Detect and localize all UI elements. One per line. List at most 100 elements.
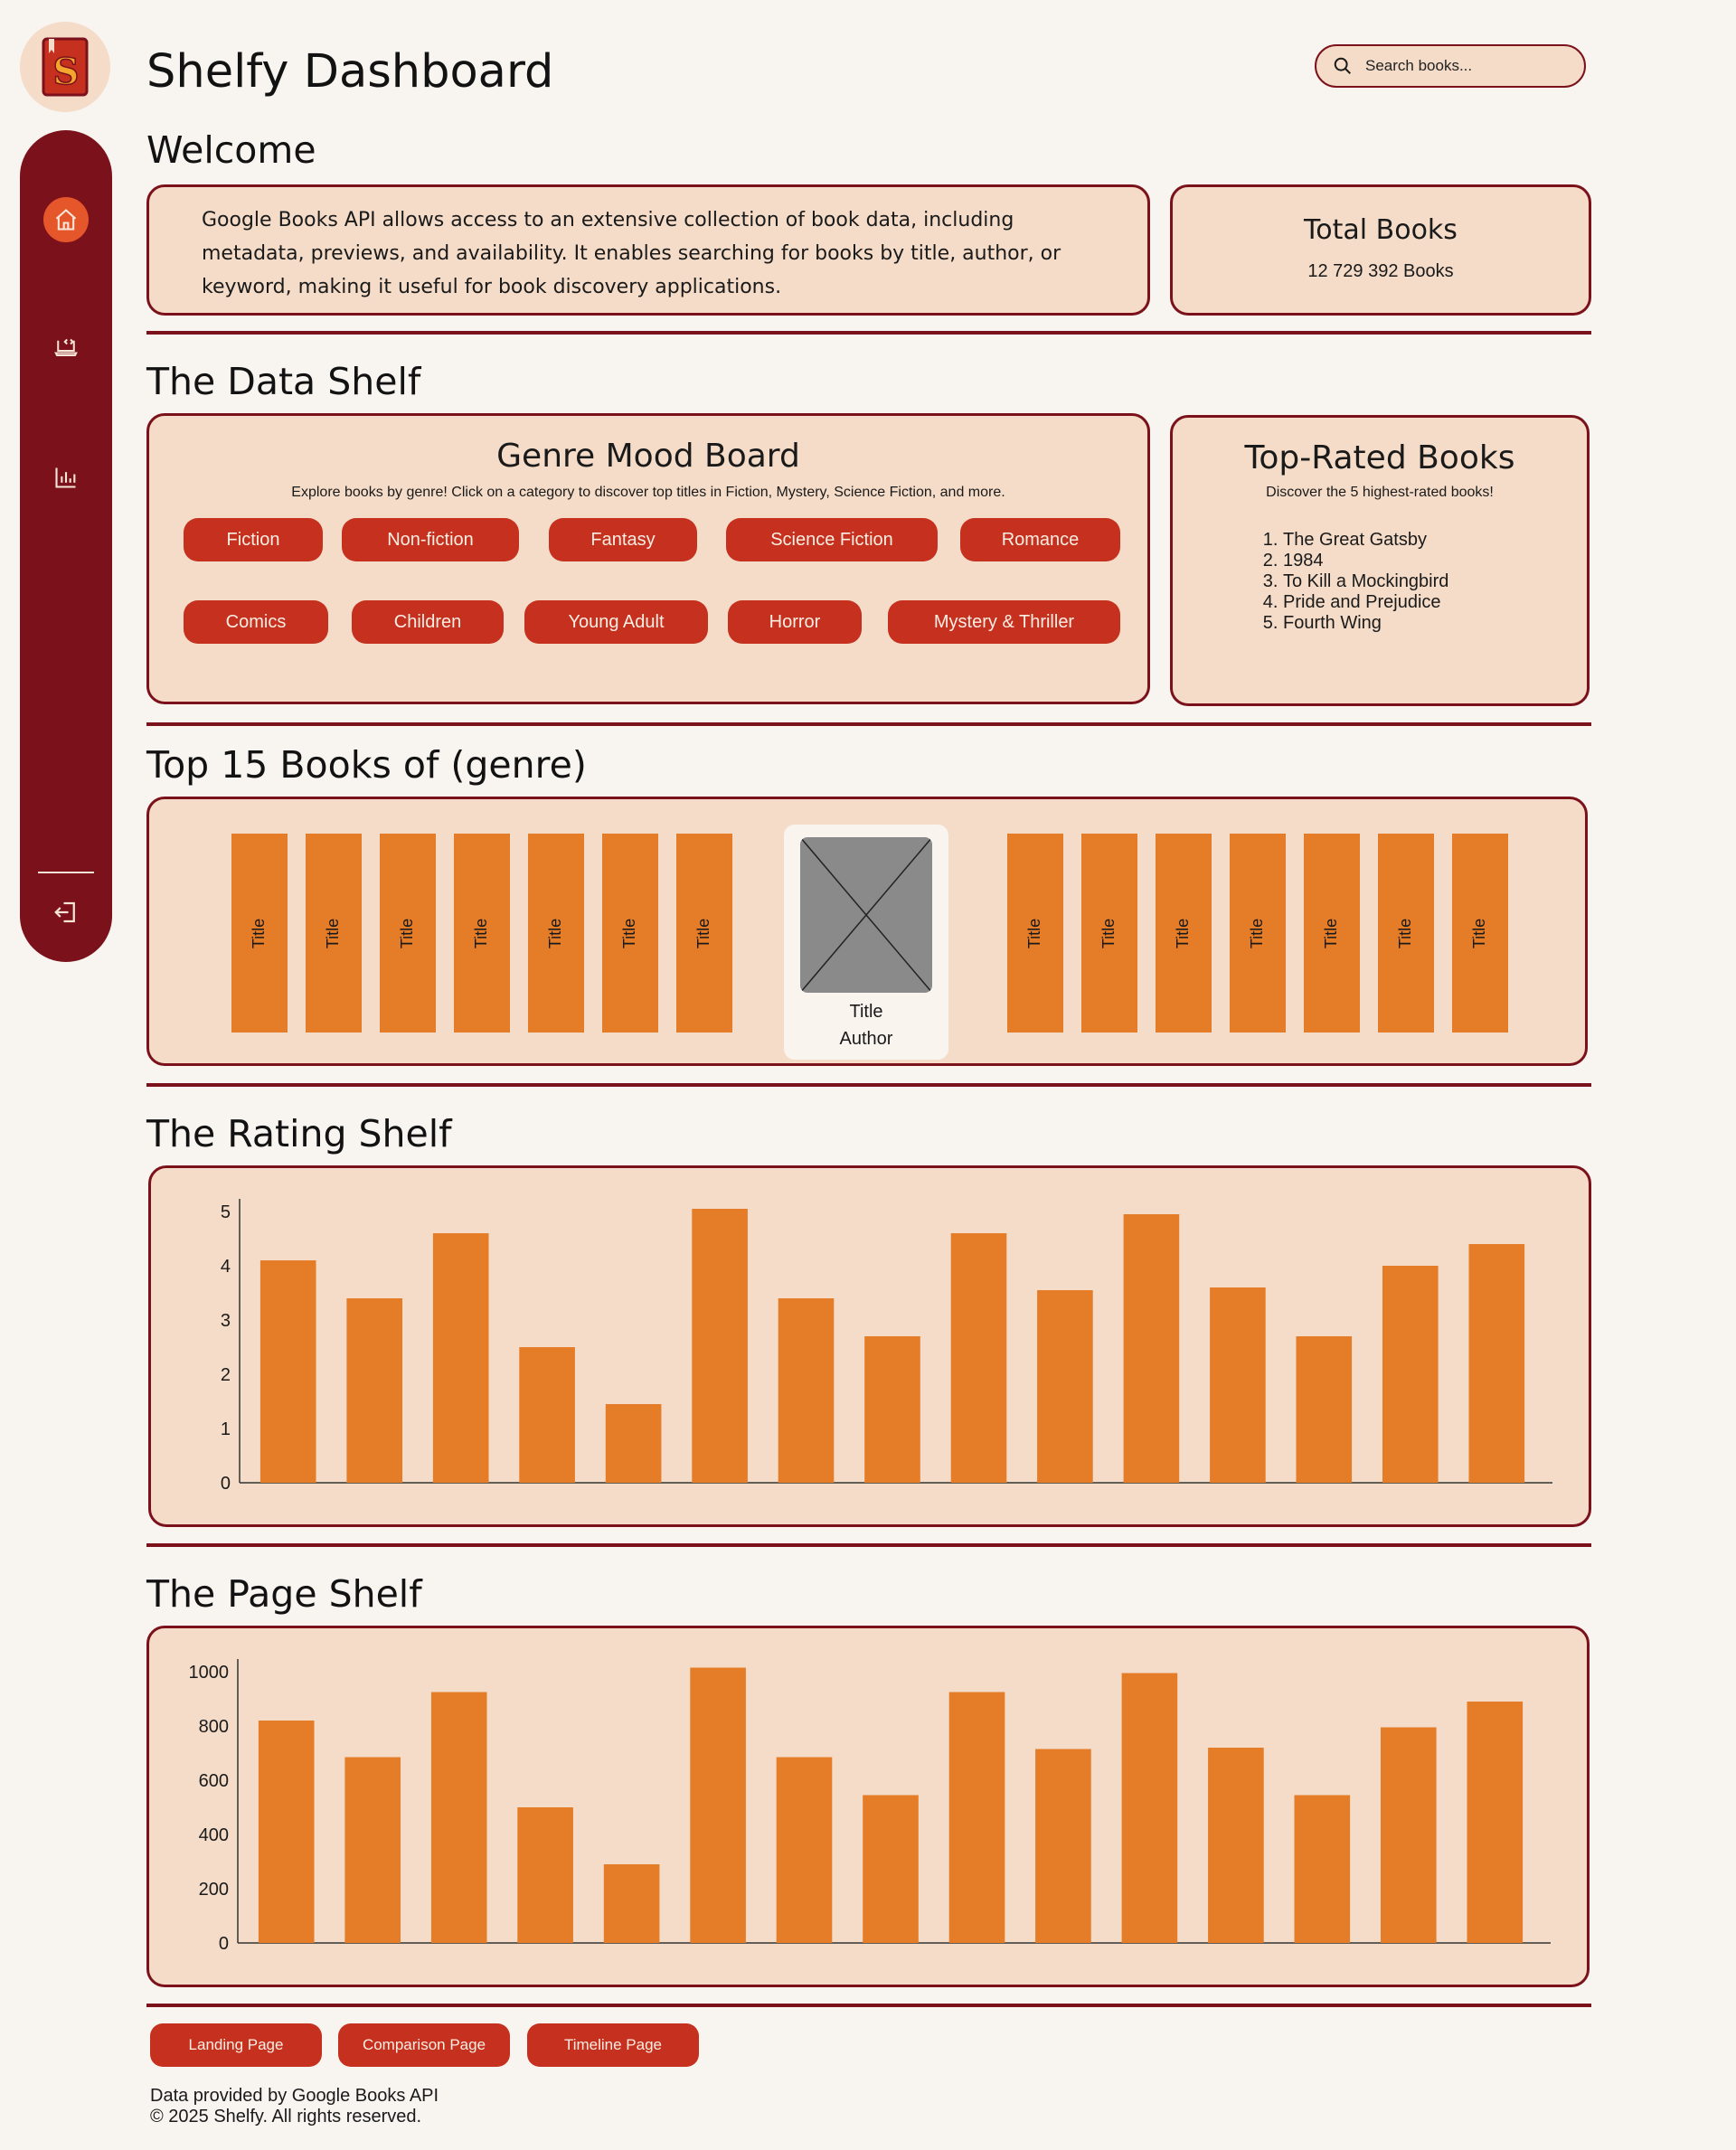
spine-title: Title [694, 918, 713, 948]
sidebar-item-api[interactable] [43, 324, 89, 369]
genre-chip-horror[interactable]: Horror [728, 600, 862, 644]
rating-chart-bar[interactable] [778, 1298, 835, 1483]
book-cover-placeholder [800, 837, 932, 993]
book-spine[interactable]: Title [1081, 834, 1137, 1033]
total-books-value: 12 729 392 Books [1307, 261, 1454, 281]
rating-chart-y-tick-label: 3 [221, 1311, 231, 1331]
book-spine[interactable]: Title [1230, 834, 1286, 1033]
page-chart-y-tick-label: 200 [199, 1880, 229, 1900]
page-chart-bar[interactable] [1035, 1749, 1091, 1944]
genre-chip-fantasy[interactable]: Fantasy [549, 518, 697, 561]
spine-title: Title [250, 918, 269, 948]
page-chart-bar[interactable] [344, 1757, 401, 1944]
page-chart-bar[interactable] [430, 1692, 487, 1944]
sidebar-item-charts[interactable] [43, 455, 89, 500]
page-chart-bar[interactable] [1381, 1727, 1437, 1944]
book-spine[interactable]: Title [602, 834, 658, 1033]
rating-chart-bar[interactable] [864, 1336, 920, 1483]
spine-title: Title [1470, 918, 1489, 948]
page-chart-bar[interactable] [258, 1721, 315, 1943]
book-spine[interactable]: Title [676, 834, 732, 1033]
book-shelf: Title Title Title Title Title Title Titl… [146, 797, 1588, 1066]
rating-chart-y-tick-label: 5 [221, 1202, 231, 1222]
rating-shelf-heading: The Rating Shelf [146, 1112, 452, 1155]
book-spine[interactable]: Title [528, 834, 584, 1033]
book-spine[interactable]: Title [1156, 834, 1212, 1033]
page-chart-bar[interactable] [690, 1667, 746, 1944]
page-chart-bar[interactable] [1208, 1748, 1264, 1943]
sidebar-item-home[interactable] [43, 197, 89, 242]
page-chart-bar[interactable] [1294, 1795, 1351, 1944]
genre-chip-fiction[interactable]: Fiction [184, 518, 323, 561]
top15-heading: Top 15 Books of (genre) [146, 743, 587, 787]
section-divider [146, 1083, 1591, 1087]
top-rated-item[interactable]: Fourth Wing [1283, 613, 1448, 634]
book-spine[interactable]: Title [1452, 834, 1508, 1033]
rating-chart-bar[interactable] [432, 1233, 489, 1483]
featured-book[interactable]: Title Author [784, 825, 948, 1060]
timeline-page-button[interactable]: Timeline Page [527, 2023, 699, 2067]
page-shelf-heading: The Page Shelf [146, 1572, 422, 1616]
genre-chip-mystery-thriller[interactable]: Mystery & Thriller [888, 600, 1120, 644]
page-chart-bar[interactable] [948, 1692, 1005, 1944]
welcome-heading: Welcome [146, 128, 316, 172]
image-placeholder-icon [800, 837, 932, 993]
page-chart-y-tick-label: 800 [199, 1717, 229, 1737]
spine-title: Title [1174, 918, 1193, 948]
spine-title: Title [1396, 918, 1415, 948]
rating-chart-bar[interactable] [1037, 1290, 1093, 1483]
book-spine[interactable]: Title [454, 834, 510, 1033]
rating-chart-bar[interactable] [346, 1298, 402, 1483]
sidebar [20, 130, 112, 962]
book-spine[interactable]: Title [380, 834, 436, 1033]
page-chart-bar[interactable] [863, 1795, 919, 1944]
rating-chart-bar[interactable] [1123, 1214, 1180, 1483]
rating-chart-bar[interactable] [1382, 1266, 1439, 1483]
spine-title: Title [1099, 918, 1118, 948]
mood-board-title: Genre Mood Board [496, 438, 800, 475]
spine-title: Title [472, 918, 491, 948]
genre-chip-non-fiction[interactable]: Non-fiction [342, 518, 519, 561]
book-spine[interactable]: Title [1378, 834, 1434, 1033]
rating-chart-bar[interactable] [1468, 1244, 1525, 1483]
app-logo[interactable]: S [20, 22, 110, 112]
top-rated-item[interactable]: 1984 [1283, 551, 1448, 571]
welcome-text: Google Books API allows access to an ext… [202, 209, 1061, 298]
section-divider [146, 1543, 1591, 1547]
genre-chip-children[interactable]: Children [352, 600, 504, 644]
landing-page-button[interactable]: Landing Page [150, 2023, 322, 2067]
rating-chart-bar[interactable] [519, 1347, 575, 1483]
genre-chip-romance[interactable]: Romance [960, 518, 1120, 561]
rating-chart-bar[interactable] [605, 1404, 662, 1483]
rating-chart-bar[interactable] [1296, 1336, 1353, 1483]
page-chart-y-tick-label: 1000 [189, 1663, 230, 1683]
section-divider [146, 722, 1591, 726]
featured-book-title: Title [849, 1002, 883, 1022]
book-spine[interactable]: Title [1304, 834, 1360, 1033]
rating-chart-y-tick-label: 2 [221, 1365, 231, 1385]
rating-chart-bar[interactable] [259, 1260, 316, 1483]
book-spine[interactable]: Title [231, 834, 288, 1033]
total-books-card: Total Books 12 729 392 Books [1170, 184, 1591, 316]
rating-chart-bar[interactable] [692, 1209, 748, 1483]
page-chart-y-tick-label: 600 [199, 1771, 229, 1791]
spine-title: Title [546, 918, 565, 948]
top-rated-item[interactable]: To Kill a Mockingbird [1283, 571, 1448, 592]
genre-chip-comics[interactable]: Comics [184, 600, 328, 644]
page-chart-bar[interactable] [776, 1757, 833, 1944]
genre-chip-science-fiction[interactable]: Science Fiction [726, 518, 938, 561]
rating-chart-bar[interactable] [950, 1233, 1007, 1483]
book-spine[interactable]: Title [1007, 834, 1063, 1033]
page-chart-bar[interactable] [1121, 1673, 1178, 1944]
genre-chip-young-adult[interactable]: Young Adult [524, 600, 708, 644]
page-chart-bar[interactable] [517, 1807, 573, 1943]
top-rated-item[interactable]: The Great Gatsby [1283, 530, 1448, 551]
page-chart-bar[interactable] [603, 1864, 660, 1943]
sidebar-item-logout[interactable] [43, 890, 89, 935]
book-spine[interactable]: Title [306, 834, 362, 1033]
rating-chart-bar[interactable] [1210, 1287, 1266, 1483]
search-input[interactable]: Search books... [1315, 44, 1586, 88]
comparison-page-button[interactable]: Comparison Page [338, 2023, 510, 2067]
page-chart-bar[interactable] [1467, 1702, 1524, 1943]
top-rated-item[interactable]: Pride and Prejudice [1283, 592, 1448, 613]
